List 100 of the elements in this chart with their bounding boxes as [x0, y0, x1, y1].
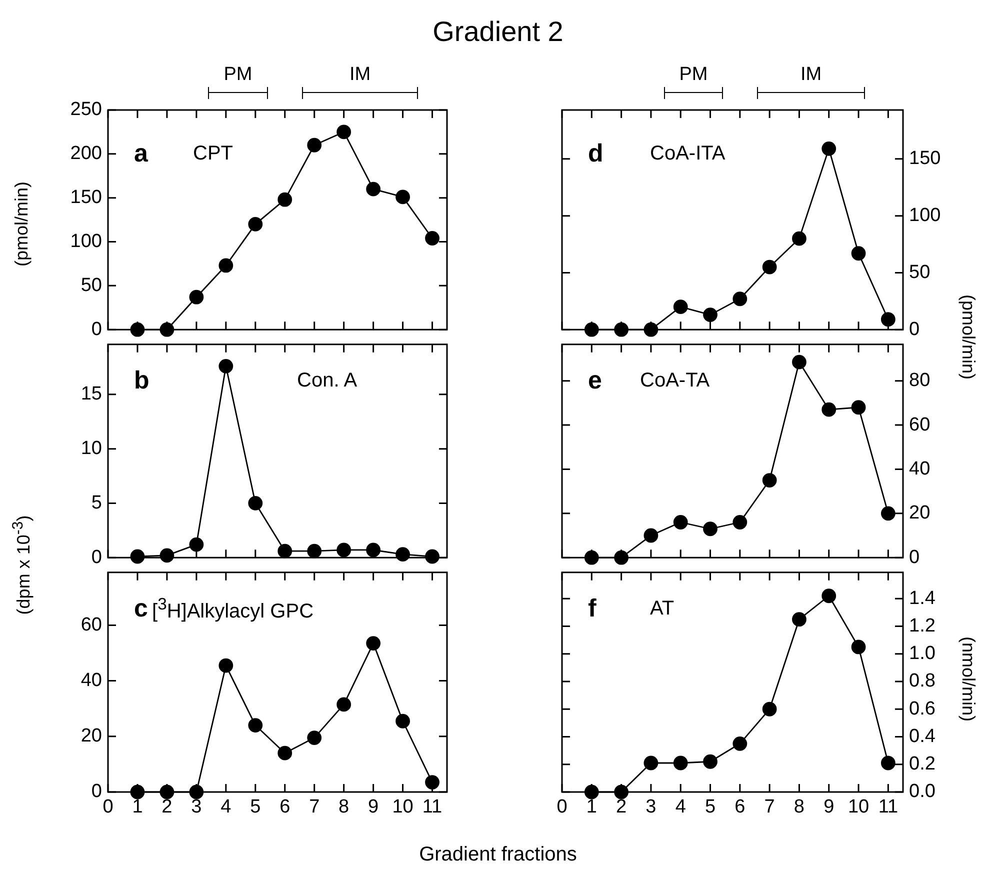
y-tick-label: 200	[70, 143, 102, 164]
y-tick-label: 0	[91, 781, 102, 802]
y-tick-label: 0	[91, 546, 102, 568]
annotation: f	[588, 594, 596, 624]
point	[366, 542, 381, 558]
y-tick-label: 100	[70, 230, 102, 252]
x-tick-label: 8	[794, 796, 805, 818]
point	[248, 216, 263, 232]
x-tick-label: 10	[848, 796, 870, 818]
point	[366, 182, 381, 196]
point	[880, 506, 896, 521]
x-tick-label: 4	[220, 796, 232, 818]
text: PM	[224, 64, 252, 86]
point	[762, 702, 777, 716]
y-tick-label: 50	[909, 262, 930, 283]
point	[307, 730, 322, 745]
annotation: CPT	[193, 142, 233, 166]
annotation: AT	[650, 598, 674, 620]
point	[307, 138, 322, 152]
point	[703, 754, 718, 769]
point	[248, 718, 263, 732]
point	[822, 588, 836, 604]
point	[189, 290, 204, 304]
point	[248, 496, 263, 510]
x-tick-label: 9	[824, 796, 834, 818]
annotation: a	[134, 140, 148, 168]
point	[218, 258, 234, 273]
annotation: Con. A	[297, 370, 358, 392]
x-tick-label: 2	[616, 796, 627, 818]
x-tick-label: 8	[338, 796, 350, 818]
y-axis-title: (pmol/min)	[12, 180, 32, 266]
y-tick-label: 15	[80, 384, 102, 405]
point	[851, 640, 866, 654]
annotation: c	[134, 594, 148, 624]
x-tick-label: 1	[132, 796, 143, 818]
point	[732, 736, 748, 751]
annotation: d	[588, 140, 604, 168]
y-tick-label: 20	[80, 726, 102, 747]
point	[189, 537, 204, 552]
x-axis-title: Gradient fractions	[419, 844, 577, 866]
point	[703, 308, 718, 322]
point	[762, 473, 777, 488]
y-tick-label: 150	[70, 187, 102, 208]
annotation: CoA-ITA	[650, 142, 726, 166]
point	[644, 528, 658, 543]
point	[307, 544, 322, 558]
point	[673, 515, 688, 530]
annotation: CoA-TA	[640, 370, 710, 392]
point	[822, 141, 836, 156]
y-axis-title: (nmol/min)	[958, 636, 978, 722]
point	[425, 775, 440, 790]
annotation: [$^{3}$H]Alkylacyl GPC	[152, 594, 314, 624]
y-tick-label: 0.2	[909, 754, 936, 775]
x-tick-label: 6	[280, 796, 290, 818]
x-tick-label: 6	[734, 796, 746, 818]
point	[218, 358, 234, 374]
x-tick-label: 7	[309, 796, 320, 818]
y-tick-label: 0.6	[909, 698, 936, 720]
x-tick-label: 11	[878, 796, 898, 818]
y-tick-label: 40	[909, 458, 930, 480]
y-tick-label: 0.0	[909, 781, 936, 802]
y-tick-label: 1.0	[909, 643, 936, 664]
point	[396, 190, 410, 204]
point	[336, 542, 352, 558]
point	[732, 515, 748, 530]
point	[366, 636, 381, 650]
point	[792, 612, 806, 627]
point	[732, 292, 748, 306]
point	[336, 697, 352, 712]
text: PM	[679, 64, 708, 86]
point	[703, 522, 718, 536]
y-tick-label: 20	[909, 502, 930, 524]
x-tick-label: 11	[422, 796, 442, 818]
x-tick-label: 10	[392, 796, 414, 818]
y-tick-label: 1.2	[909, 616, 936, 636]
x-tick-label: 3	[191, 796, 202, 818]
x-tick-label: 0	[556, 796, 568, 818]
text: IM	[800, 64, 822, 86]
point	[762, 260, 777, 274]
y-tick-label: 80	[909, 370, 930, 392]
point	[396, 714, 410, 728]
x-tick-label: 4	[675, 796, 686, 818]
text: IM	[349, 64, 371, 86]
y-tick-label: 0	[909, 318, 920, 340]
annotation: e	[588, 366, 602, 396]
point	[336, 124, 352, 140]
annotation: b	[134, 366, 150, 396]
y-tick-label: 50	[80, 274, 102, 296]
y-tick-label: 0.4	[909, 726, 936, 747]
x-tick-label: 5	[250, 796, 261, 818]
x-tick-label: 5	[704, 796, 716, 818]
y-axis-title: (pmol/min)	[958, 294, 978, 380]
point	[425, 231, 440, 246]
y-tick-label: 100	[909, 205, 941, 226]
y-tick-label: 60	[80, 614, 102, 636]
y-tick-label: 250	[70, 99, 102, 120]
point	[278, 192, 292, 207]
x-tick-label: 7	[764, 796, 775, 818]
y-tick-label: 150	[909, 148, 941, 170]
x-tick-label: 2	[162, 796, 172, 818]
